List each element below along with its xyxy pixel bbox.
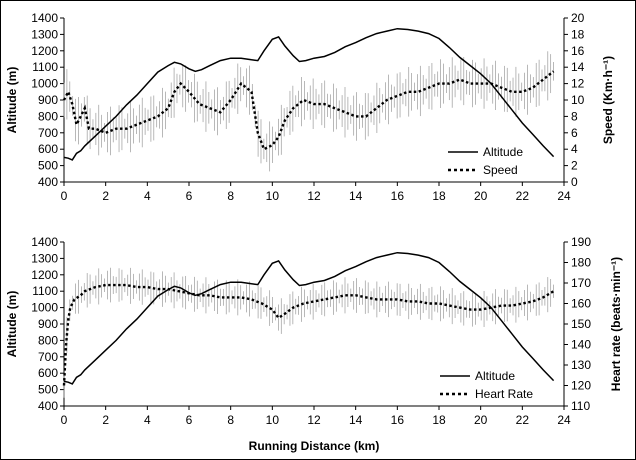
y-tick-label: 500 — [38, 159, 58, 173]
x-tick-label: 2 — [102, 413, 109, 427]
x-tick-label: 10 — [266, 189, 280, 203]
x-tick-label: 12 — [307, 189, 321, 203]
y2-tick-label: 170 — [571, 276, 591, 290]
y-tick-label: 900 — [38, 317, 58, 331]
y-tick-label: 600 — [38, 142, 58, 156]
y-tick-label: 500 — [38, 383, 58, 397]
x-tick-label: 8 — [227, 189, 234, 203]
y2-tick-label: 8 — [571, 109, 578, 123]
x-tick-label: 14 — [349, 413, 363, 427]
series-line-speed — [62, 70, 555, 151]
y-tick-label: 1400 — [31, 235, 58, 249]
x-tick-label: 12 — [307, 413, 321, 427]
y2-tick-label: 18 — [571, 27, 585, 41]
series-line-heart-rate — [62, 283, 555, 386]
y-axis-title: Altitude (m) — [5, 291, 19, 358]
y-tick-labels: 400 500 600 700 800 900 1000 1100 1200 1300 1400 — [31, 235, 64, 413]
series-line-altitude — [63, 27, 555, 161]
y-tick-label: 700 — [38, 350, 58, 364]
legend: Altitude Speed — [448, 145, 523, 177]
y-tick-label: 1400 — [31, 11, 58, 25]
y2-tick-labels: 0 2 4 6 8 10 12 14 16 18 20 — [564, 11, 585, 189]
y-tick-label: 800 — [38, 333, 58, 347]
x-tick-label: 6 — [186, 413, 193, 427]
y2-tick-label: 10 — [571, 93, 585, 107]
x-tick-label: 2 — [102, 189, 109, 203]
y-tick-label: 800 — [38, 109, 58, 123]
y2-tick-label: 16 — [571, 44, 585, 58]
y2-tick-label: 14 — [571, 60, 585, 74]
y-tick-label: 1000 — [31, 77, 58, 91]
y2-tick-label: 110 — [571, 399, 590, 413]
y2-axis-title: Speed (Km·h⁻¹) — [601, 56, 615, 144]
x-tick-label: 22 — [516, 189, 530, 203]
y2-tick-label: 2 — [571, 159, 578, 173]
y2-tick-label: 190 — [571, 235, 591, 249]
y-tick-label: 1200 — [31, 44, 58, 58]
y2-tick-label: 140 — [571, 338, 591, 352]
y2-tick-label: 160 — [571, 297, 591, 311]
y-tick-label: 600 — [38, 366, 58, 380]
x-tick-label: 20 — [474, 189, 488, 203]
y2-tick-label: 20 — [571, 11, 585, 25]
y2-tick-label: 130 — [571, 358, 591, 372]
x-tick-labels: 0 2 4 6 8 10 12 14 16 18 20 22 24 — [61, 406, 571, 427]
x-tick-label: 20 — [474, 413, 488, 427]
y2-tick-labels: 110 120 130 140 150 160 170 180 190 — [564, 235, 591, 413]
y-tick-labels: 400 500 600 700 800 900 1000 1100 1200 1300 1400 — [31, 11, 64, 189]
y-tick-label: 1100 — [32, 60, 58, 74]
y2-tick-label: 6 — [571, 126, 578, 140]
y2-axis-title: Heart rate (beats·min⁻¹) — [609, 257, 623, 391]
y-tick-label: 1000 — [31, 301, 58, 315]
y-tick-label: 1100 — [32, 284, 58, 298]
y-tick-label: 400 — [38, 399, 58, 413]
series-lines — [62, 251, 555, 386]
x-tick-label: 0 — [61, 189, 68, 203]
y-tick-label: 400 — [38, 175, 58, 189]
x-tick-label: 8 — [227, 413, 234, 427]
x-tick-label: 16 — [391, 189, 405, 203]
y2-tick-label: 4 — [571, 142, 578, 156]
series-line-altitude — [63, 251, 555, 385]
x-tick-label: 18 — [432, 189, 446, 203]
legend-label-heart-rate: Heart Rate — [475, 387, 533, 401]
x-tick-label: 22 — [516, 413, 530, 427]
x-tick-label: 24 — [557, 189, 571, 203]
legend-label-speed: Speed — [483, 163, 518, 177]
series-lines — [62, 27, 555, 161]
y-axis-title: Altitude (m) — [5, 67, 19, 134]
y-tick-label: 700 — [38, 126, 58, 140]
x-tick-label: 16 — [391, 413, 405, 427]
x-tick-label: 6 — [186, 189, 193, 203]
y-tick-label: 900 — [38, 93, 58, 107]
speed-altitude-chart: 0 2 4 6 8 10 12 14 16 18 20 22 24 400500600700800900… — [5, 11, 615, 203]
y-tick-label: 1200 — [31, 268, 58, 282]
y-tick-label: 1300 — [31, 251, 58, 265]
x-tick-label: 24 — [557, 413, 571, 427]
x-tick-label: 0 — [61, 413, 68, 427]
x-tick-label: 10 — [266, 413, 280, 427]
x-tick-label: 14 — [349, 189, 363, 203]
legend: Altitude Heart Rate — [440, 369, 533, 401]
heartrate-altitude-chart: 0 2 4 6 8 10 12 14 16 18 20 22 24 400500600700800900… — [5, 235, 623, 427]
y-tick-label: 1300 — [31, 27, 58, 41]
legend-label-altitude: Altitude — [483, 145, 523, 159]
x-tick-labels: 0 2 4 6 8 10 12 14 16 18 20 22 24 — [61, 182, 571, 203]
x-tick-label: 4 — [144, 413, 151, 427]
x-axis-title: Running Distance (km) — [249, 439, 380, 453]
y2-tick-label: 0 — [571, 175, 578, 189]
y2-tick-label: 180 — [571, 256, 591, 270]
x-tick-label: 4 — [144, 189, 151, 203]
y2-tick-label: 150 — [571, 317, 591, 331]
y2-tick-label: 12 — [571, 77, 585, 91]
y2-tick-label: 120 — [571, 379, 591, 393]
x-tick-label: 18 — [432, 413, 446, 427]
legend-label-altitude: Altitude — [475, 369, 515, 383]
